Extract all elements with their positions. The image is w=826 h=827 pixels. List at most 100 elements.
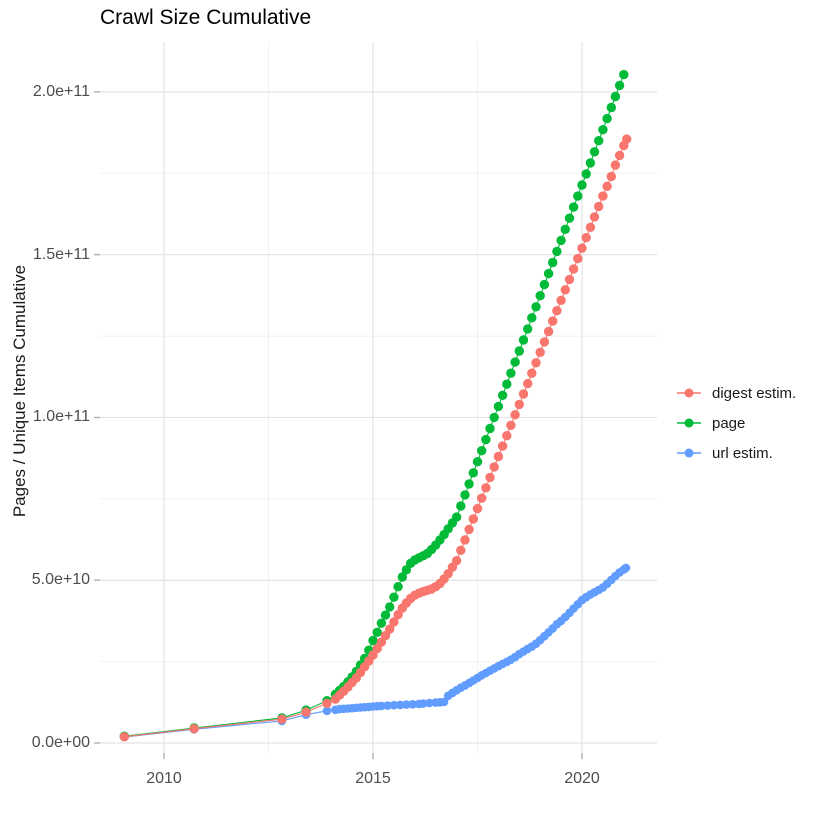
data-point xyxy=(568,264,579,274)
data-point xyxy=(377,701,386,711)
data-point xyxy=(560,224,570,234)
series-points-page xyxy=(119,69,629,741)
data-point xyxy=(502,431,512,441)
data-point xyxy=(614,80,625,91)
data-point xyxy=(456,501,466,511)
data-point xyxy=(506,368,516,378)
data-point xyxy=(510,357,520,367)
legend-key-line-dot-icon xyxy=(677,448,701,458)
data-point xyxy=(477,493,487,503)
legend-key-line-dot-icon xyxy=(677,388,701,398)
legend: digest estim. page url estim. xyxy=(676,378,796,468)
data-point xyxy=(481,434,491,445)
data-point xyxy=(493,401,504,412)
data-point xyxy=(602,181,612,191)
data-point xyxy=(451,556,462,566)
data-point xyxy=(548,257,558,268)
data-point xyxy=(485,423,495,434)
data-point xyxy=(451,512,462,522)
data-point xyxy=(598,125,608,135)
y-tick-label: 0.0e+00 xyxy=(31,734,90,751)
data-point xyxy=(468,468,478,478)
x-tick-label: 2015 xyxy=(355,770,391,787)
data-point xyxy=(402,700,411,709)
data-point xyxy=(523,324,533,334)
data-point xyxy=(301,707,311,717)
legend-label: url estim. xyxy=(712,444,773,462)
data-point xyxy=(543,268,554,279)
data-point xyxy=(389,700,399,710)
data-point xyxy=(589,147,600,157)
data-point xyxy=(376,618,387,628)
data-point xyxy=(518,389,529,399)
data-point xyxy=(322,698,332,708)
data-point xyxy=(619,69,629,80)
data-point xyxy=(514,346,524,356)
data-point xyxy=(606,171,616,182)
legend-entry-digest-estim: digest estim. xyxy=(676,378,796,408)
data-point xyxy=(548,316,558,326)
data-point xyxy=(493,451,504,462)
data-point xyxy=(539,337,550,347)
data-point xyxy=(531,302,541,312)
data-point xyxy=(383,701,392,710)
y-tick-label: 5.0e+10 xyxy=(31,571,90,589)
data-point xyxy=(518,335,529,345)
y-tick-label: 1.0e+11 xyxy=(32,408,90,426)
data-point xyxy=(395,700,405,710)
data-point xyxy=(460,490,470,500)
data-point xyxy=(573,253,583,264)
data-point xyxy=(564,274,575,285)
data-point xyxy=(527,313,537,323)
data-point xyxy=(439,697,449,707)
data-point xyxy=(497,390,508,400)
data-point xyxy=(535,291,545,301)
data-point xyxy=(610,160,621,170)
data-point xyxy=(577,243,587,253)
data-point xyxy=(573,191,583,201)
data-point xyxy=(606,102,616,113)
data-point xyxy=(560,285,570,295)
data-point xyxy=(506,420,516,430)
data-point xyxy=(594,136,604,146)
data-point xyxy=(535,347,545,357)
data-point xyxy=(472,457,483,467)
data-point xyxy=(543,326,554,337)
series-points-digest-estim- xyxy=(119,134,632,742)
data-point xyxy=(485,472,495,483)
data-point xyxy=(531,358,541,368)
y-tick-label: 2.0e+11 xyxy=(32,82,90,100)
data-point xyxy=(477,446,487,456)
data-point xyxy=(189,724,199,734)
data-point xyxy=(594,201,604,212)
data-point xyxy=(322,706,332,716)
data-point xyxy=(460,535,470,545)
data-point xyxy=(581,169,591,179)
data-point xyxy=(368,635,378,646)
data-point xyxy=(464,524,474,535)
y-tick-label: 1.5e+11 xyxy=(32,245,90,263)
x-tick-label: 2020 xyxy=(564,770,600,787)
data-point xyxy=(464,479,474,489)
data-point xyxy=(389,617,399,627)
data-point xyxy=(514,399,524,410)
data-point xyxy=(552,246,562,257)
data-point xyxy=(456,545,466,555)
legend-entry-url-estim: url estim. xyxy=(676,438,796,468)
data-point xyxy=(277,714,287,724)
data-point xyxy=(527,368,537,378)
data-point xyxy=(564,213,575,223)
data-point xyxy=(385,624,395,634)
data-point xyxy=(556,295,566,305)
data-point xyxy=(568,202,579,212)
data-point xyxy=(489,412,499,423)
data-point xyxy=(621,563,631,573)
data-point xyxy=(502,379,512,389)
data-point xyxy=(577,180,587,190)
data-point xyxy=(425,698,434,708)
data-point xyxy=(552,306,562,316)
data-point xyxy=(468,514,478,524)
x-tick-label: 2010 xyxy=(146,770,182,787)
